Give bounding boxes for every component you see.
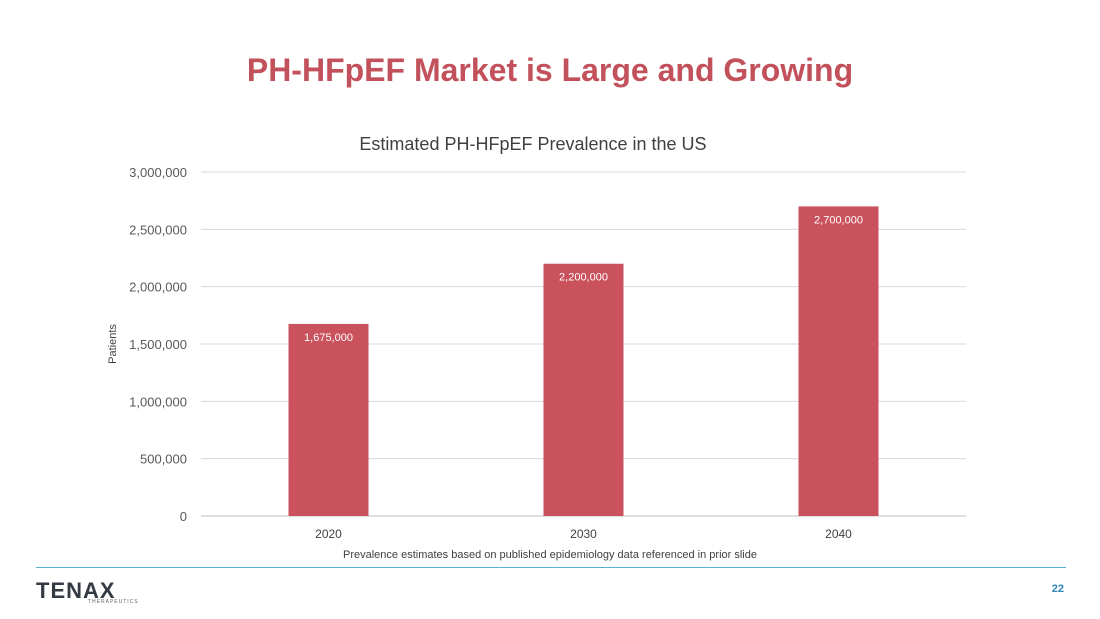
- y-tick-label: 1,500,000: [129, 337, 187, 352]
- logo-subtext: THERAPEUTICS: [88, 599, 139, 605]
- company-logo: TENAX THERAPEUTICS: [36, 580, 146, 608]
- footer-divider: [36, 567, 1066, 568]
- data-label: 2,200,000: [559, 272, 608, 284]
- data-label: 1,675,000: [304, 332, 353, 344]
- bar: [798, 206, 879, 516]
- y-tick-label: 2,000,000: [129, 280, 187, 295]
- y-tick-label: 500,000: [140, 452, 187, 467]
- x-tick-label: 2040: [825, 527, 852, 541]
- logo-wordmark: TENAX: [36, 578, 116, 603]
- y-tick-label: 2,500,000: [129, 222, 187, 237]
- chart-footnote: Prevalence estimates based on published …: [343, 549, 757, 561]
- y-tick-label: 0: [180, 509, 187, 524]
- data-label: 2,700,000: [814, 214, 863, 226]
- y-axis-label: Patients: [107, 324, 119, 364]
- bar: [543, 263, 624, 516]
- bar: [288, 323, 369, 516]
- y-tick-label: 3,000,000: [129, 165, 187, 180]
- x-axis-ticks: 2020 2030 2040: [315, 527, 852, 541]
- slide-title: PH-HFpEF Market is Large and Growing: [246, 52, 854, 88]
- page-number: 22: [1051, 583, 1064, 595]
- y-tick-label: 1,000,000: [129, 394, 187, 409]
- x-tick-label: 2020: [315, 527, 342, 541]
- x-tick-label: 2030: [570, 527, 597, 541]
- bars: 1,675,000 2,200,000 2,700,000: [288, 206, 879, 516]
- chart-title: Estimated PH-HFpEF Prevalence in the US: [359, 134, 706, 154]
- y-axis-ticks: 0 500,000 1,000,000 1,500,000 2,000,000 2,500…: [129, 165, 187, 524]
